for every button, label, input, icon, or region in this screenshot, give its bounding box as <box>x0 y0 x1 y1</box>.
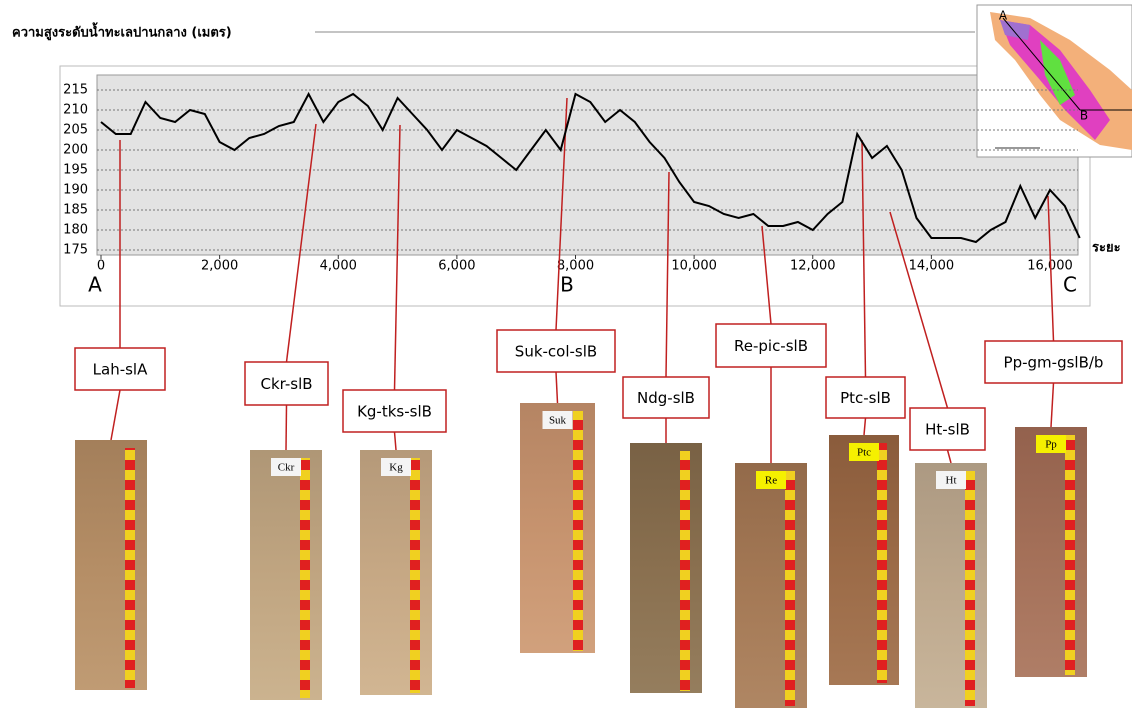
y-tick-label: 175 <box>63 243 88 258</box>
connector <box>863 417 867 436</box>
plot-area <box>96 74 1079 256</box>
x-tick-label: 2,000 <box>201 259 238 274</box>
x-tick-label: 6,000 <box>438 259 475 274</box>
photo-tag: Ptc <box>857 447 871 459</box>
photo-tag-bg <box>756 471 786 489</box>
soil-label-box <box>244 361 329 406</box>
chart-title: ความสูงระดับน้ำทะเลปานกลาง (เมตร) <box>12 22 232 41</box>
connector <box>861 139 867 378</box>
soil-label-box <box>496 329 616 373</box>
y-tick-label: 210 <box>63 103 88 118</box>
x-tick-label: 4,000 <box>320 259 357 274</box>
point-label: A <box>88 273 102 297</box>
ruler <box>300 458 310 698</box>
x-tick-label: 0 <box>97 259 105 274</box>
soil-label-box <box>825 376 906 419</box>
soil-photo-shade <box>250 450 322 700</box>
y-tick-label: 185 <box>63 203 88 218</box>
ruler <box>410 458 420 693</box>
photo-tag: Ckr <box>278 462 295 474</box>
connector <box>110 389 121 441</box>
ruler <box>573 411 583 651</box>
soil-label: Kg-tks-slB <box>357 403 432 421</box>
soil-photo-shade <box>360 450 432 695</box>
soil-photo-shade <box>915 463 987 708</box>
soil-label: Re-pic-slB <box>734 337 808 355</box>
y-tick-label: 205 <box>63 123 88 138</box>
soil-label-box <box>74 347 166 391</box>
x-tick-label: 10,000 <box>671 259 717 274</box>
soil-photo-shade <box>630 443 702 693</box>
x-tick-label: 14,000 <box>909 259 955 274</box>
soil-photo-shade <box>75 440 147 690</box>
location-map <box>976 4 1132 158</box>
photo-tag: Ht <box>946 475 957 487</box>
ruler <box>965 471 975 706</box>
soil-label: Ptc-slB <box>840 389 891 407</box>
connector <box>393 431 397 451</box>
connector <box>285 123 317 363</box>
connector <box>761 225 772 325</box>
x-axis-label: ระยะ <box>1092 241 1121 256</box>
photo-tag: Re <box>765 475 777 487</box>
connector <box>1047 195 1055 342</box>
photo-tag-bg <box>381 458 411 476</box>
point-label: C <box>1063 273 1077 297</box>
ruler <box>1065 435 1075 675</box>
soil-photo-shade <box>520 403 595 653</box>
soil-photo-shade <box>829 435 899 685</box>
soil-label-box <box>342 389 447 433</box>
connector <box>665 171 670 378</box>
soil-label: Pp-gm-gslB/b <box>1004 354 1104 372</box>
x-tick-label: 12,000 <box>790 259 836 274</box>
soil-photo-shade <box>735 463 807 708</box>
y-tick-label: 195 <box>63 163 88 178</box>
ruler <box>680 451 690 691</box>
soil-label: Lah-slA <box>93 361 148 379</box>
connector <box>889 211 949 409</box>
map-label: B <box>1080 109 1088 123</box>
connector <box>555 371 559 404</box>
ruler <box>125 448 135 688</box>
soil-label-box <box>984 340 1123 384</box>
ruler <box>877 443 887 683</box>
connector <box>946 449 952 464</box>
photo-tag-bg <box>1036 435 1066 453</box>
x-tick-label: 8,000 <box>557 259 594 274</box>
soil-label: Suk-col-slB <box>515 343 597 361</box>
photo-tag-bg <box>849 443 879 461</box>
ruler <box>785 471 795 706</box>
y-tick-label: 200 <box>63 143 88 158</box>
photo-tag-bg <box>936 471 966 489</box>
point-label: B <box>560 273 574 297</box>
connector <box>1050 382 1055 428</box>
soil-label-box <box>715 323 827 368</box>
soil-photo-shade <box>1015 427 1087 677</box>
photo-tag-bg <box>271 458 301 476</box>
map-label: A <box>999 9 1008 23</box>
photo-tag-bg <box>542 411 573 429</box>
connector <box>285 404 288 451</box>
y-tick-label: 215 <box>63 83 88 98</box>
photo-tag: Pp <box>1045 439 1057 451</box>
connector <box>393 124 401 391</box>
soil-label-box <box>622 376 710 419</box>
soil-label: Ht-slB <box>925 421 970 439</box>
y-tick-label: 190 <box>63 183 88 198</box>
y-tick-label: 180 <box>63 223 88 238</box>
soil-label: Ckr-slB <box>260 375 312 393</box>
photo-tag: Suk <box>549 415 567 427</box>
photo-tag: Kg <box>389 462 403 474</box>
soil-label: Ndg-slB <box>637 389 695 407</box>
profile-line <box>100 91 1081 244</box>
soil-label-box <box>909 407 986 451</box>
